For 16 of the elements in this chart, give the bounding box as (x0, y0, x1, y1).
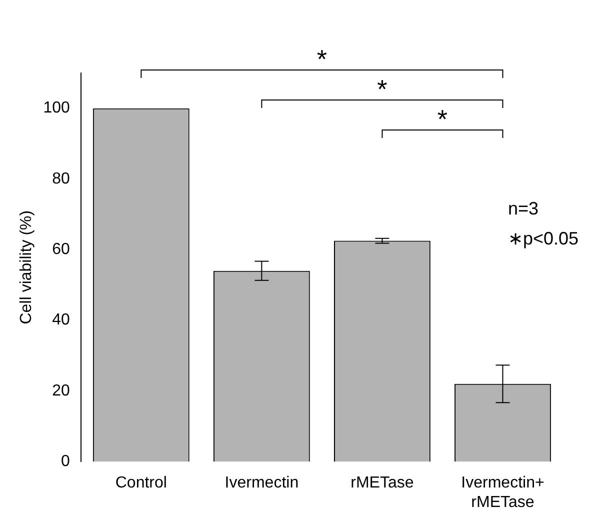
y-axis-title: Cell viability (%) (18, 210, 36, 324)
text: n=3 (508, 198, 539, 218)
annotation: * (316, 44, 328, 74)
y-tick-label: 60 (52, 241, 70, 258)
annotation: * (437, 104, 448, 134)
x-tick-label: Ivermectin+ rMETase (461, 474, 544, 511)
y-tick-label: 100 (43, 100, 70, 117)
annotation: * (377, 74, 388, 104)
x-tick-label: Control (115, 474, 167, 492)
y-tick-label: 20 (52, 382, 70, 400)
text: ∗p<0.05 (508, 228, 579, 248)
y-tick-label: 40 (52, 312, 70, 329)
y-tick-label: 80 (52, 170, 70, 188)
y-tick-label: 0 (60, 453, 70, 470)
x-tick-label: Ivermectin (224, 474, 299, 492)
x-tick-label: rMETase (350, 474, 414, 492)
